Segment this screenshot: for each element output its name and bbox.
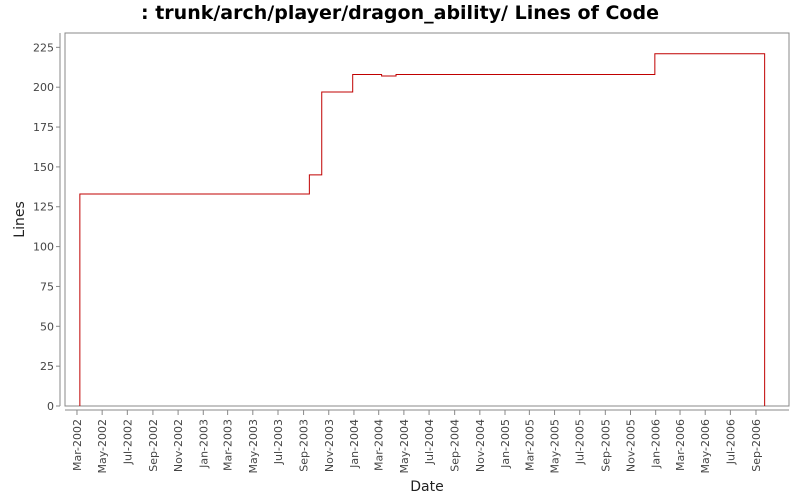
x-tick-label: Jan-2006 [650, 419, 663, 469]
y-axis: 0 25 50 75 100 125 150 175 200 225 [33, 33, 61, 413]
x-tick-label: Mar-2002 [71, 419, 84, 471]
x-tick-label: Jan-2003 [197, 419, 210, 469]
plot-area [64, 32, 790, 407]
y-tick-label: 75 [40, 280, 54, 293]
x-axis-title: Date [410, 479, 443, 495]
x-tick-label: Jul-2005 [574, 419, 587, 465]
y-tick-label: 125 [33, 201, 54, 214]
y-tick-label: 150 [33, 161, 54, 174]
x-tick-label: May-2002 [96, 419, 109, 474]
chart-title: : trunk/arch/player/dragon_ability/ Line… [141, 2, 659, 24]
y-tick-label: 175 [33, 121, 54, 134]
y-tick-label: 200 [33, 81, 54, 94]
x-tick-label: Jul-2006 [724, 419, 737, 465]
x-tick-label: Nov-2002 [172, 419, 185, 472]
y-tick-label: 0 [47, 400, 54, 413]
y-axis-title: Lines [12, 201, 28, 237]
lines-series-line [79, 53, 766, 406]
x-tick-label: May-2005 [549, 419, 562, 474]
x-tick-label: May-2003 [247, 419, 260, 474]
x-tick-label: Mar-2005 [523, 419, 536, 471]
x-tick-label: Sep-2006 [750, 419, 763, 472]
x-tick-label: May-2004 [398, 419, 411, 474]
x-tick-label: Nov-2003 [323, 419, 336, 472]
x-tick-label: Sep-2005 [599, 419, 612, 472]
x-tick-label: Sep-2003 [298, 419, 311, 472]
x-tick-label: May-2006 [699, 419, 712, 474]
x-tick-label: Jul-2004 [423, 419, 436, 465]
x-tick-label: Jan-2005 [499, 419, 512, 469]
x-tick-label: Mar-2004 [373, 419, 386, 471]
x-axis: Mar-2002 May-2002 Jul-2002 Sep-2002 Nov-2002… [65, 409, 789, 474]
x-tick-label: Nov-2004 [474, 419, 487, 472]
y-tick-label: 50 [40, 320, 54, 333]
x-tick-label: Mar-2003 [222, 419, 235, 471]
x-tick-label: Jul-2003 [272, 419, 285, 465]
x-tick-label: Sep-2004 [449, 419, 462, 472]
x-tick-label: Sep-2002 [147, 419, 160, 472]
x-tick-label: Jul-2002 [121, 419, 134, 465]
y-tick-label: 25 [40, 360, 54, 373]
y-tick-label: 100 [33, 241, 54, 254]
x-tick-label: Nov-2005 [624, 419, 637, 472]
x-tick-label: Mar-2006 [674, 419, 687, 471]
y-tick-label: 225 [33, 41, 54, 54]
x-tick-label: Jan-2004 [348, 419, 361, 469]
